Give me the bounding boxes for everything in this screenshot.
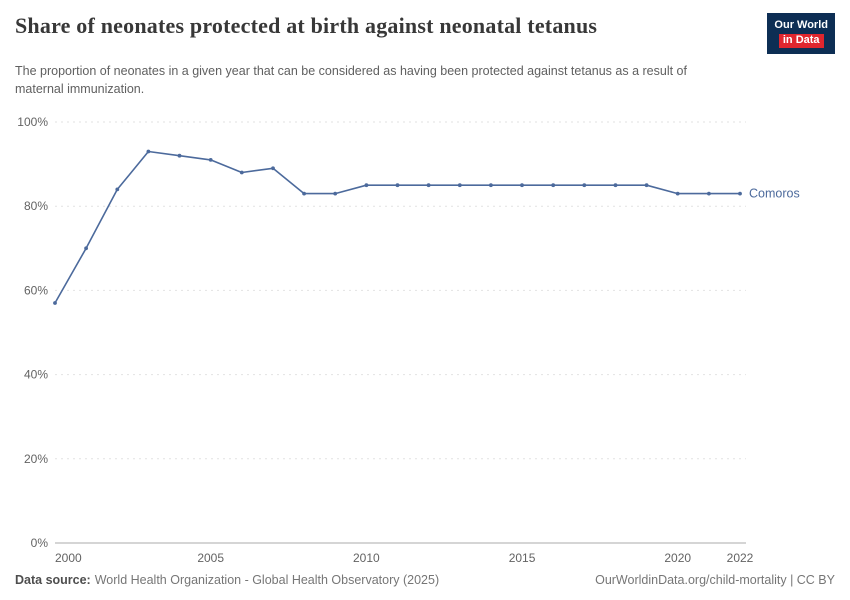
x-tick-label: 2015: [509, 551, 536, 565]
data-point: [582, 183, 587, 188]
data-point: [208, 158, 213, 163]
data-point: [457, 183, 462, 188]
title-row: Share of neonates protected at birth aga…: [15, 13, 835, 55]
data-point: [84, 246, 88, 251]
data-point: [53, 301, 57, 306]
data-point: [551, 183, 556, 188]
data-point: [333, 192, 338, 196]
x-tick-label: 2020: [664, 551, 691, 565]
y-tick-label: 80%: [24, 200, 48, 214]
data-point: [364, 183, 369, 188]
line-chart: 0% 20% 40% 60% 80% 100% 2000 2005 2010 2015 2020 20…: [17, 115, 800, 565]
data-line: [54, 151, 741, 305]
series-end-label[interactable]: Comoros: [749, 187, 800, 201]
data-point: [239, 170, 244, 175]
x-tick-label: 2000: [55, 551, 82, 565]
owid-logo-line2: in Data: [778, 34, 824, 49]
data-source: Data source: World Health Organization - …: [15, 573, 439, 587]
data-point: [271, 166, 275, 171]
chart-title: Share of neonates protected at birth aga…: [15, 13, 598, 38]
data-point: [146, 149, 151, 154]
data-point: [675, 192, 680, 196]
y-tick-label: 60%: [24, 284, 48, 298]
data-point: [395, 183, 400, 188]
x-tick-label: 2005: [197, 551, 224, 565]
data-point: [115, 187, 120, 192]
chart-subtitle: The proportion of neonates in a given ye…: [15, 64, 687, 96]
y-tick-label: 100%: [17, 115, 48, 129]
chart-footer: Data source: World Health Organization - …: [15, 573, 835, 587]
owid-logo-line1: Our World: [774, 19, 828, 31]
data-point: [489, 183, 493, 188]
data-point: [707, 192, 711, 196]
owid-logo[interactable]: Our World in Data: [767, 13, 835, 55]
data-source-label: Data source:: [15, 573, 91, 587]
chart-area: 0% 20% 40% 60% 80% 100% 2000 2005 2010 2015 2020 20…: [0, 100, 850, 575]
data-point: [177, 154, 182, 158]
x-tick-label: 2010: [353, 551, 380, 565]
y-tick-label: 20%: [24, 452, 48, 466]
data-point: [426, 183, 431, 188]
chart-header: Share of neonates protected at birth aga…: [0, 0, 850, 98]
owid-link[interactable]: OurWorldinData.org/child-mortality | CC …: [595, 573, 835, 587]
y-tick-label: 40%: [24, 368, 48, 382]
x-tick-label: 2022: [727, 551, 754, 565]
data-point: [520, 183, 524, 188]
data-point: [302, 192, 306, 196]
data-point: [644, 183, 649, 188]
y-tick-label: 0%: [31, 536, 49, 550]
data-point: [613, 183, 618, 188]
data-source-text: World Health Organization - Global Healt…: [94, 573, 440, 587]
data-point: [738, 192, 742, 196]
